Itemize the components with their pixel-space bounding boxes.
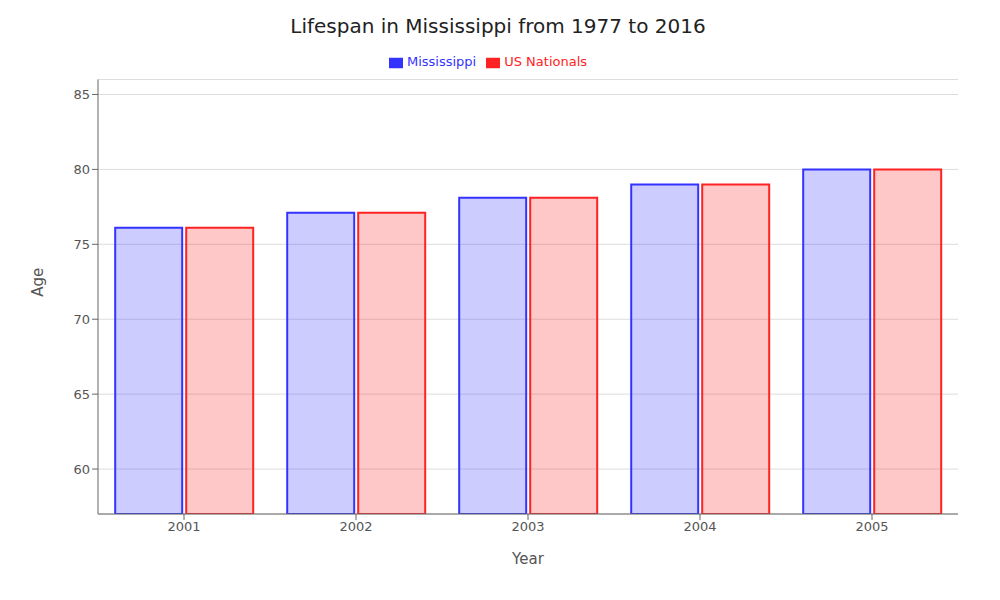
html-text:Mississippi: Mississippi [406,54,477,69]
svg-text:2005: 2005 [855,519,888,534]
svg-text:70: 70 [73,312,90,327]
svg-text:Year: Year [511,550,545,568]
svg-text:Age: Age [29,268,47,297]
svg-text:60: 60 [73,462,90,477]
html-text:Lifespan in Mississippi from 1: Lifespan in Mississippi from 1977 to 201… [290,14,706,38]
svg-text:85: 85 [73,87,90,102]
svg-text:65: 65 [73,387,90,402]
svg-text:75: 75 [73,237,90,252]
svg-text:80: 80 [73,162,90,177]
svg-text:2004: 2004 [683,519,716,534]
svg-text:2003: 2003 [511,519,544,534]
html-text:US Nationals: US Nationals [504,54,587,69]
svg-text:2001: 2001 [167,519,200,534]
svg-text:2002: 2002 [339,519,372,534]
